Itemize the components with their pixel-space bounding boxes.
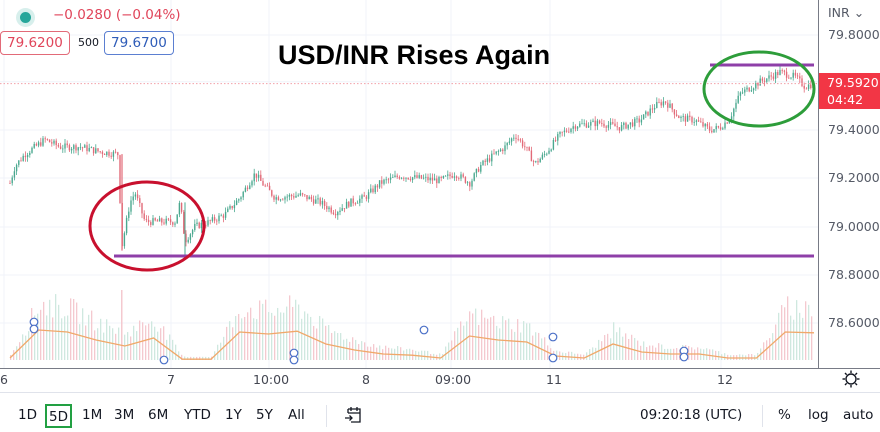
time-tick-label: 7 <box>167 372 175 387</box>
time-tick-label: 10:00 <box>253 372 290 387</box>
chart-settings-button[interactable] <box>840 368 862 390</box>
price-tick-label: 79.2000 <box>828 170 880 185</box>
range-button-1m[interactable]: 1M <box>82 407 103 423</box>
market-status-icon <box>20 12 31 23</box>
time-axis[interactable]: 6 7 10:00 8 09:00 11 12 <box>0 368 880 390</box>
price-change: −0.0280 (−0.04%) <box>53 7 181 23</box>
price-tick-label: 78.8000 <box>828 267 880 282</box>
utc-clock[interactable]: 09:20:18 (UTC) <box>640 407 743 423</box>
event-marker-icon[interactable] <box>419 325 429 335</box>
time-tick-label: 8 <box>362 372 370 387</box>
range-button-3m[interactable]: 3M <box>114 407 135 423</box>
price-tick-label: 79.0000 <box>828 219 880 234</box>
range-button-5d[interactable]: 5D <box>45 404 72 428</box>
last-price: 79.5920 <box>827 75 879 90</box>
bottom-toolbar: 1D 5D 1M 3M 6M YTD 1Y 5Y All 09:20:18 (UTC) % lo… <box>0 392 880 432</box>
go-to-date-button[interactable] <box>341 404 365 428</box>
candlestick-plot[interactable] <box>0 0 818 368</box>
event-marker-icon[interactable] <box>548 332 558 342</box>
last-price-label: 79.5920 04:42 <box>819 73 880 109</box>
price-axis[interactable]: INR ⌄ 79.8000 79.4000 79.2000 79.0000 78.800… <box>818 0 880 368</box>
chart-title: USD/INR Rises Again <box>278 40 551 70</box>
time-tick-label: 09:00 <box>435 372 472 387</box>
price-tick-label: 79.4000 <box>828 122 880 137</box>
event-marker-icon[interactable] <box>159 355 169 365</box>
time-tick-label: 12 <box>717 372 733 387</box>
time-tick-label: 6 <box>0 372 8 387</box>
range-button-ytd[interactable]: YTD <box>184 407 211 423</box>
bar-countdown: 04:42 <box>827 92 864 107</box>
sell-price-button[interactable]: 79.6200 <box>0 31 70 55</box>
price-chart-pane[interactable] <box>0 0 818 368</box>
spread-value: 500 <box>78 36 99 49</box>
green-circle-annotation[interactable] <box>702 50 816 128</box>
red-circle-annotation[interactable] <box>88 180 206 272</box>
time-tick-label: 11 <box>546 372 562 387</box>
currency-selector[interactable]: INR ⌄ <box>828 5 865 20</box>
divider <box>326 405 327 427</box>
candles <box>9 65 814 250</box>
volume-ma-line <box>9 329 815 360</box>
event-marker-icon[interactable] <box>29 324 39 334</box>
percent-scale-toggle[interactable]: % <box>778 407 791 423</box>
divider <box>762 405 763 427</box>
volume-bars <box>10 290 813 360</box>
buy-price-button[interactable]: 79.6700 <box>104 31 174 55</box>
range-button-5y[interactable]: 5Y <box>256 407 273 423</box>
range-button-1d[interactable]: 1D <box>18 407 37 423</box>
calendar-arrow-icon <box>345 407 361 423</box>
log-scale-toggle[interactable]: log <box>808 407 829 423</box>
range-button-1y[interactable]: 1Y <box>225 407 242 423</box>
auto-scale-toggle[interactable]: auto <box>843 407 874 423</box>
event-marker-icon[interactable] <box>679 352 689 362</box>
range-button-6m[interactable]: 6M <box>148 407 169 423</box>
gear-icon <box>842 370 860 388</box>
event-marker-icon[interactable] <box>548 353 558 363</box>
price-tick-label: 78.6000 <box>828 315 880 330</box>
event-marker-icon[interactable] <box>289 355 299 365</box>
price-tick-label: 79.8000 <box>828 27 880 42</box>
range-button-all[interactable]: All <box>288 407 305 423</box>
